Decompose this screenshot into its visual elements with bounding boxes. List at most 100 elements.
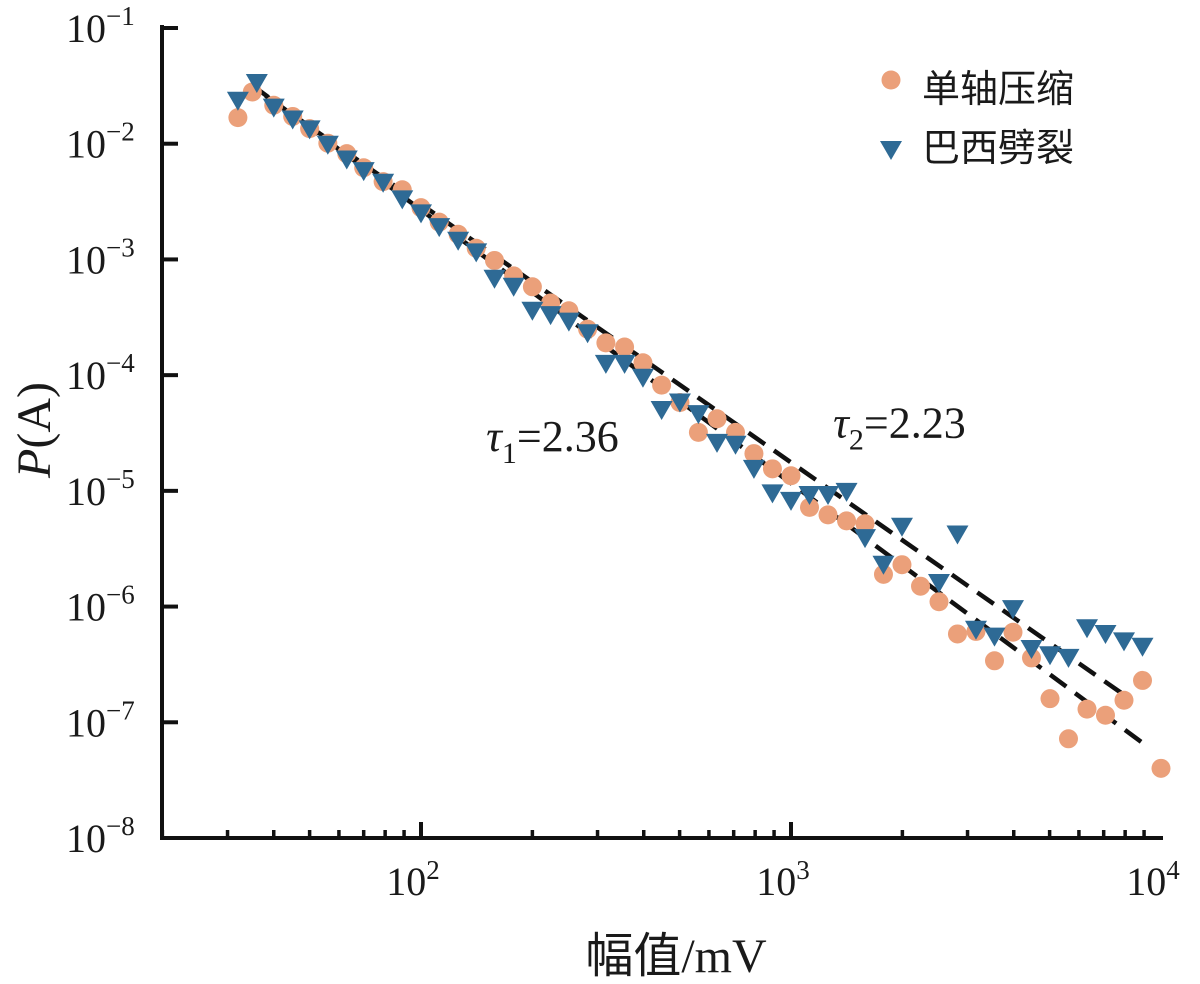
data-point	[946, 525, 969, 545]
data-point	[652, 375, 672, 395]
data-point	[631, 368, 654, 388]
data-point	[465, 243, 488, 263]
data-point	[1040, 689, 1060, 709]
data-point	[947, 624, 967, 644]
data-point	[761, 484, 784, 504]
data-point	[835, 482, 858, 502]
data-point	[780, 491, 802, 511]
data-point	[557, 312, 580, 332]
data-point	[781, 466, 801, 486]
data-point	[262, 98, 285, 118]
data-point	[798, 486, 821, 506]
fit-label-tau2: τ2=2.23	[833, 398, 966, 456]
legend-label-1: 巴西劈裂	[922, 126, 1074, 170]
data-point	[983, 627, 1006, 647]
data-point	[707, 409, 727, 429]
data-point	[911, 576, 931, 596]
x-tick-label-1: 103	[756, 855, 810, 904]
fit-labels: τ1=2.36 τ2=2.23	[486, 398, 966, 470]
y-tick-label-0: 10−1	[66, 1, 135, 51]
x-tick-label-0: 102	[386, 855, 440, 904]
data-point	[890, 517, 913, 537]
data-point	[855, 514, 875, 534]
data-point	[706, 433, 729, 453]
data-point	[892, 555, 912, 575]
data-point	[613, 354, 636, 374]
x-ticks: 102 103 104	[160, 822, 1180, 904]
data-point	[818, 505, 838, 525]
data-point	[298, 120, 321, 140]
data-point	[372, 173, 395, 193]
data-point	[1094, 624, 1117, 644]
data-point	[1151, 758, 1171, 778]
data-point	[984, 651, 1004, 671]
data-point	[650, 400, 673, 420]
data-point	[1020, 639, 1043, 659]
data-points	[226, 73, 1171, 778]
data-point	[688, 422, 708, 442]
data-point	[335, 150, 358, 170]
legend-marker-circle	[881, 70, 901, 90]
y-tick-label-6: 10−7	[66, 695, 135, 745]
data-point	[929, 592, 949, 612]
y-tick-label-3: 10−4	[66, 348, 135, 398]
data-point	[522, 277, 542, 297]
series-uniaxial-compression	[228, 82, 1171, 778]
data-point	[594, 354, 617, 374]
data-point	[1039, 646, 1062, 666]
data-point	[1112, 632, 1135, 652]
data-point	[521, 301, 544, 321]
x-tick-label-2: 104	[1126, 855, 1180, 904]
data-point	[615, 337, 635, 357]
y-tick-label-4: 10−5	[66, 464, 135, 514]
data-point	[1001, 600, 1024, 620]
data-point	[596, 333, 616, 353]
y-tick-label-5: 10−6	[66, 580, 135, 630]
data-point	[854, 529, 877, 549]
data-point	[668, 393, 691, 413]
legend-marker-triangle	[880, 141, 902, 160]
series-brazilian-splitting	[226, 73, 1154, 668]
data-point	[502, 277, 525, 297]
data-point	[1058, 729, 1078, 749]
data-point	[762, 459, 782, 479]
data-point	[485, 250, 505, 270]
data-point	[1057, 648, 1080, 668]
data-point	[1077, 699, 1097, 719]
fit-label-tau1: τ1=2.36	[486, 412, 619, 470]
data-point	[228, 108, 248, 128]
axes: 102 103 104 10−110−210−310−410−510−610−710…	[66, 1, 1180, 904]
data-point	[281, 110, 304, 130]
data-point	[837, 511, 857, 531]
data-point	[1133, 670, 1153, 690]
data-point	[633, 353, 653, 373]
data-point	[724, 435, 747, 455]
data-point	[447, 231, 470, 251]
y-tick-label-2: 10−3	[66, 232, 135, 282]
data-point	[226, 91, 249, 111]
data-point	[742, 459, 765, 479]
data-point	[817, 486, 840, 506]
y-axis-label: P(A)	[8, 382, 61, 479]
legend: 单轴压缩 巴西劈裂	[880, 67, 1074, 170]
data-point	[352, 162, 375, 182]
data-point	[245, 73, 268, 93]
data-point	[1003, 622, 1023, 642]
x-axis-label: 幅值/mV	[585, 930, 767, 983]
y-tick-label-7: 10−8	[66, 811, 135, 861]
data-point	[576, 324, 599, 344]
y-ticks: 10−1 10−2 10−3 10−4 10−5 10−6 10−7 10−8	[66, 1, 178, 861]
data-point	[316, 135, 339, 155]
data-point	[483, 269, 506, 289]
data-point	[410, 204, 432, 224]
data-point	[872, 555, 895, 575]
data-point	[964, 620, 987, 640]
data-point	[1076, 619, 1099, 639]
data-point	[799, 497, 819, 517]
data-point	[928, 573, 951, 593]
data-point	[1114, 690, 1134, 710]
data-point	[539, 306, 562, 326]
data-point	[744, 444, 764, 464]
y-tick-label-1: 10−2	[66, 117, 135, 167]
